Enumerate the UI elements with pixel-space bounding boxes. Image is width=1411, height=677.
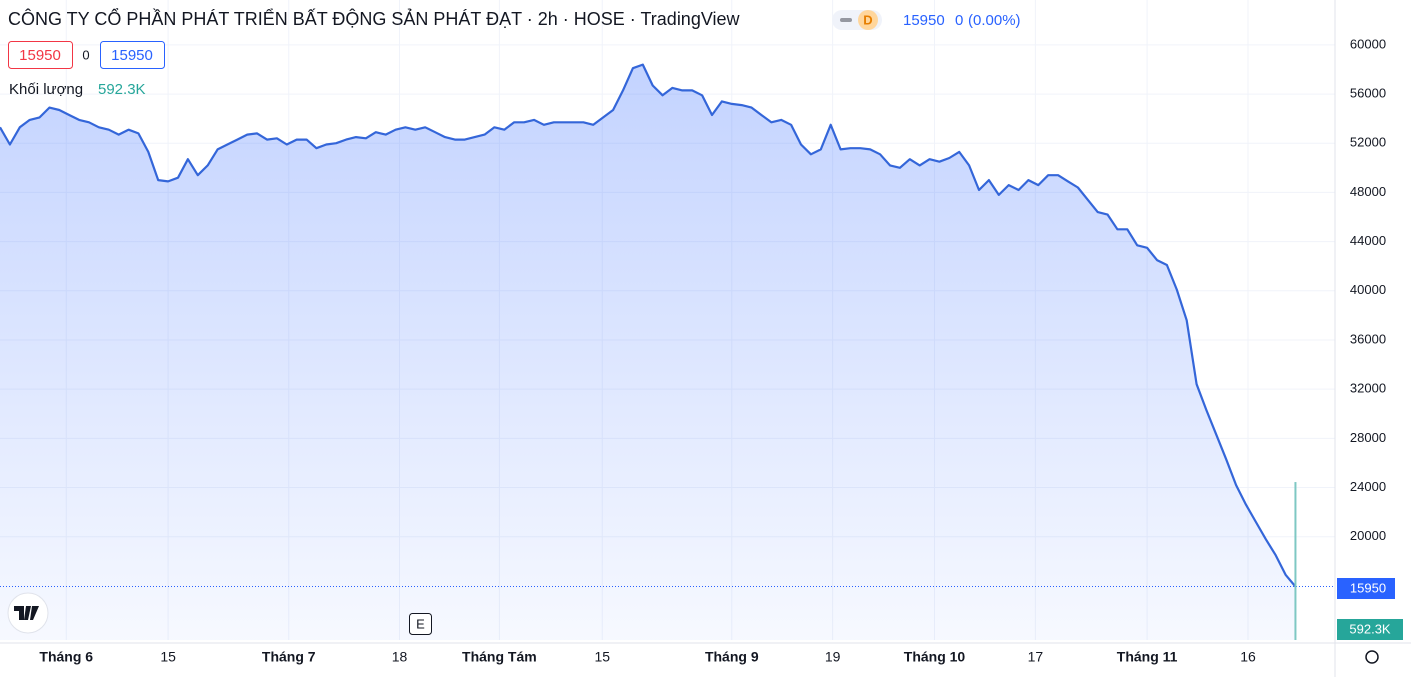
y-tick-label: 28000 — [1350, 430, 1386, 445]
y-tick-label: 32000 — [1350, 381, 1386, 396]
status-dot — [840, 18, 852, 22]
header-change: 0 — [955, 12, 963, 29]
price-line — [0, 63, 1297, 588]
interval-badge: D — [863, 12, 872, 27]
x-tick-label: Tháng 7 — [262, 649, 316, 665]
event-marker: E — [416, 616, 425, 631]
y-tick-label: 24000 — [1350, 479, 1386, 494]
event-box[interactable] — [409, 613, 432, 635]
settings-icon[interactable] — [1365, 650, 1379, 664]
y-tick-label: 40000 — [1350, 282, 1386, 297]
x-tick-label: 15 — [594, 649, 610, 665]
header-change-pct: (0.00%) — [968, 12, 1021, 29]
y-tick-label: 20000 — [1350, 528, 1386, 543]
sell-box[interactable] — [8, 41, 73, 69]
volume-badge-label: 592.3K — [1349, 621, 1391, 636]
sell-price: 15950 — [19, 47, 61, 64]
x-tick-label: Tháng 9 — [705, 649, 759, 665]
x-tick-label: 19 — [825, 649, 841, 665]
badge-bg — [858, 10, 878, 30]
area-fill — [0, 64, 1296, 641]
volume-label: Khối lượng — [9, 81, 83, 98]
x-tick-label: 17 — [1028, 649, 1044, 665]
x-tick-label: Tháng Tám — [462, 649, 537, 665]
spread: 0 — [82, 47, 89, 62]
y-tick-label: 36000 — [1350, 331, 1386, 346]
x-tick-label: Tháng 6 — [39, 649, 93, 665]
y-tick-label: 60000 — [1350, 36, 1386, 51]
header-price: 15950 — [903, 12, 945, 29]
x-tick-label: 16 — [1240, 649, 1256, 665]
y-tick-label: 56000 — [1350, 86, 1386, 101]
y-tick-label: 52000 — [1350, 135, 1386, 150]
x-tick-label: Tháng 11 — [1117, 649, 1178, 665]
y-tick-label: 44000 — [1350, 233, 1386, 248]
y-tick-label: 48000 — [1350, 184, 1386, 199]
volume-bar — [1294, 482, 1297, 640]
price-badge — [1337, 578, 1395, 599]
chart-title: CÔNG TY CỔ PHẦN PHÁT TRIỂN BẤT ĐỘNG SẢN … — [8, 8, 741, 29]
x-tick-label: 18 — [392, 649, 408, 665]
volume-value: 592.3K — [98, 81, 146, 98]
x-tick-label: 15 — [160, 649, 176, 665]
volume-badge — [1337, 619, 1403, 640]
price-badge-label: 15950 — [1350, 580, 1386, 595]
buy-price: 15950 — [111, 47, 153, 64]
buy-box[interactable] — [100, 41, 165, 69]
x-tick-label: Tháng 10 — [904, 649, 966, 665]
logo — [14, 606, 39, 620]
